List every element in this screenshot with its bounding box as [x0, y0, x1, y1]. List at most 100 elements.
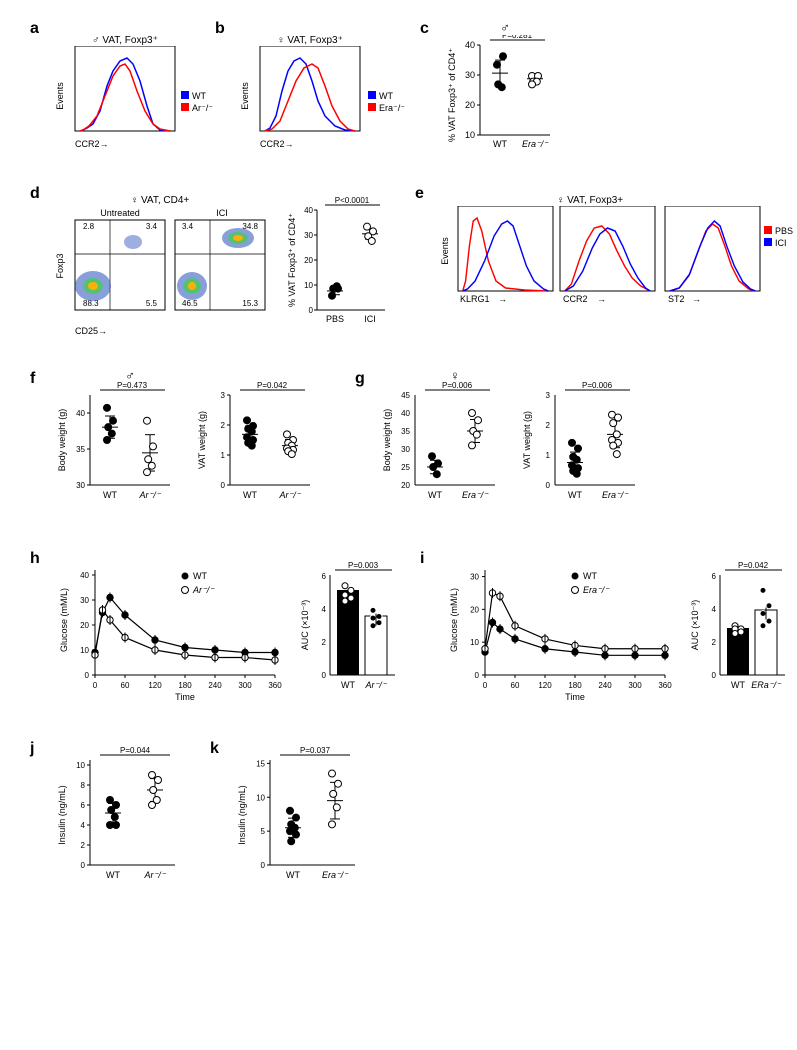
- svg-text:6: 6: [322, 572, 327, 581]
- scatter-g1: ♀ 20 25 30 35 40 45 P=0.006 WT Era⁻/⁻ Bo…: [380, 370, 510, 520]
- panel-a-legend: WT Ar⁻/⁻: [181, 90, 213, 114]
- svg-text:→: →: [692, 294, 701, 304]
- panel-a-title: ♂ VAT, Foxp3⁺: [55, 35, 195, 46]
- svg-text:40: 40: [80, 571, 89, 580]
- panel-label-f: f: [30, 370, 35, 388]
- svg-text:Glucose (mM/L): Glucose (mM/L): [59, 588, 69, 652]
- svg-text:AUC (×10⁻³): AUC (×10⁻³): [690, 600, 700, 651]
- svg-text:Body weight (g): Body weight (g): [382, 409, 392, 472]
- svg-text:WT: WT: [286, 870, 300, 880]
- line-h: 010203040 060120180240300360 Glucose (mM…: [55, 560, 285, 710]
- panel-i: 0102030 060120180240300360 Glucose (mM/L…: [445, 560, 790, 710]
- svg-text:60: 60: [511, 681, 520, 690]
- svg-text:VAT weight (g): VAT weight (g): [522, 411, 532, 469]
- svg-text:0: 0: [81, 861, 86, 870]
- svg-text:P=0.006: P=0.006: [582, 381, 613, 390]
- panel-g: ♀ 20 25 30 35 40 45 P=0.006 WT Era⁻/⁻ Bo…: [380, 370, 650, 520]
- svg-text:20: 20: [304, 256, 313, 265]
- svg-text:15.3: 15.3: [242, 299, 258, 308]
- svg-text:Events: Events: [440, 237, 450, 265]
- panel-label-g: g: [355, 370, 365, 388]
- svg-text:2: 2: [322, 638, 327, 647]
- scatter-j: 0246810 P=0.044 WT Ar⁻/⁻ Insulin (ng/mL): [55, 745, 195, 895]
- svg-text:P=0.473: P=0.473: [117, 381, 148, 390]
- svg-text:0: 0: [261, 861, 266, 870]
- svg-text:240: 240: [208, 681, 222, 690]
- svg-text:WT: WT: [428, 490, 442, 500]
- scatter-f1: ♂ 30 35 40 P=0.473 WT Ar⁻/⁻ Body weight …: [55, 370, 185, 520]
- svg-text:30: 30: [401, 445, 410, 454]
- svg-text:40: 40: [304, 206, 313, 215]
- svg-text:2: 2: [712, 638, 717, 647]
- panel-e-legend: PBS ICI: [764, 225, 793, 249]
- scatter-d: 0 10 20 30 40 P<0.0001 PBS ICI % VAT Fox…: [285, 195, 395, 330]
- svg-text:P=0.037: P=0.037: [300, 746, 331, 755]
- svg-text:0: 0: [712, 671, 717, 680]
- svg-text:2: 2: [546, 421, 551, 430]
- svg-text:Insulin (ng/mL): Insulin (ng/mL): [237, 785, 247, 845]
- svg-text:Era⁻/⁻: Era⁻/⁻: [522, 139, 549, 149]
- svg-text:10: 10: [80, 646, 89, 655]
- svg-text:P=0.042: P=0.042: [738, 561, 769, 570]
- svg-text:Time: Time: [565, 692, 585, 702]
- scatter-k: 051015 P=0.037 WT Era⁻/⁻ Insulin (ng/mL): [235, 745, 375, 895]
- svg-text:3.4: 3.4: [182, 222, 194, 231]
- panel-h: 010203040 060120180240300360 Glucose (mM…: [55, 560, 400, 710]
- svg-text:120: 120: [148, 681, 162, 690]
- svg-text:20: 20: [401, 481, 410, 490]
- svg-text:0: 0: [309, 306, 314, 315]
- histogram-b: Events: [240, 46, 380, 136]
- svg-text:20: 20: [470, 605, 479, 614]
- svg-text:WT: WT: [193, 571, 207, 581]
- svg-text:WT: WT: [243, 490, 257, 500]
- svg-text:WT: WT: [106, 870, 120, 880]
- svg-text:10: 10: [465, 130, 475, 140]
- panel-label-b: b: [215, 20, 225, 38]
- scatter-g2: 0 1 2 3 P=0.006 WT Era⁻/⁻ VAT weight (g): [520, 370, 650, 520]
- hist-e1: Events KLRG1 →: [440, 206, 555, 306]
- svg-text:25: 25: [401, 463, 410, 472]
- svg-text:Body weight (g): Body weight (g): [57, 409, 67, 472]
- svg-text:KLRG1: KLRG1: [460, 294, 490, 304]
- panel-b: ♀ VAT, Foxp3⁺ Events CCR2→ WT Era⁻/⁻: [240, 35, 380, 149]
- svg-text:30: 30: [304, 231, 313, 240]
- svg-text:10: 10: [470, 638, 479, 647]
- bar-h: 0 2 4 6 P=0.003 WT Ar⁻/⁻ AUC (×10⁻³): [300, 560, 400, 710]
- histogram-a: Events: [55, 46, 195, 136]
- svg-text:8: 8: [81, 781, 86, 790]
- svg-text:2: 2: [81, 841, 86, 850]
- svg-text:35: 35: [401, 427, 410, 436]
- svg-text:45: 45: [401, 391, 410, 400]
- svg-text:P=0.042: P=0.042: [257, 381, 288, 390]
- svg-text:WT: WT: [103, 490, 117, 500]
- svg-text:1: 1: [221, 451, 226, 460]
- svg-text:Ar⁻/⁻: Ar⁻/⁻: [143, 870, 166, 880]
- svg-text:WT: WT: [568, 490, 582, 500]
- svg-text:0: 0: [475, 671, 480, 680]
- svg-text:30: 30: [470, 573, 479, 582]
- svg-text:2: 2: [221, 421, 226, 430]
- svg-text:Era⁻/⁻: Era⁻/⁻: [322, 870, 349, 880]
- svg-text:CCR2: CCR2: [563, 294, 588, 304]
- scatter-c: 10 20 30 40 P=0.281 WT Era⁻/⁻ % VAT Foxp…: [445, 35, 565, 155]
- svg-text:Ar⁻/⁻: Ar⁻/⁻: [192, 585, 215, 595]
- panel-label-j: j: [30, 740, 34, 758]
- svg-text:6: 6: [712, 572, 717, 581]
- panel-e: ♀ VAT, Foxp3+ Events KLRG1 → CCR2 →: [440, 195, 765, 306]
- svg-text:WT: WT: [493, 139, 507, 149]
- svg-text:4: 4: [322, 605, 327, 614]
- svg-text:P=0.006: P=0.006: [442, 381, 473, 390]
- panel-label-c: c: [420, 20, 429, 38]
- svg-text:30: 30: [80, 596, 89, 605]
- svg-text:300: 300: [628, 681, 642, 690]
- svg-text:Ar⁻/⁻: Ar⁻/⁻: [364, 680, 387, 690]
- panel-b-legend: WT Era⁻/⁻: [368, 90, 405, 114]
- svg-text:4: 4: [81, 821, 86, 830]
- svg-text:Insulin (ng/mL): Insulin (ng/mL): [57, 785, 67, 845]
- svg-text:0: 0: [483, 681, 488, 690]
- panel-f: ♂ 30 35 40 P=0.473 WT Ar⁻/⁻ Body weight …: [55, 370, 325, 520]
- svg-text:0: 0: [322, 671, 327, 680]
- svg-text:20: 20: [80, 621, 89, 630]
- panel-b-title: ♀ VAT, Foxp3⁺: [240, 35, 380, 46]
- svg-text:46.5: 46.5: [182, 299, 198, 308]
